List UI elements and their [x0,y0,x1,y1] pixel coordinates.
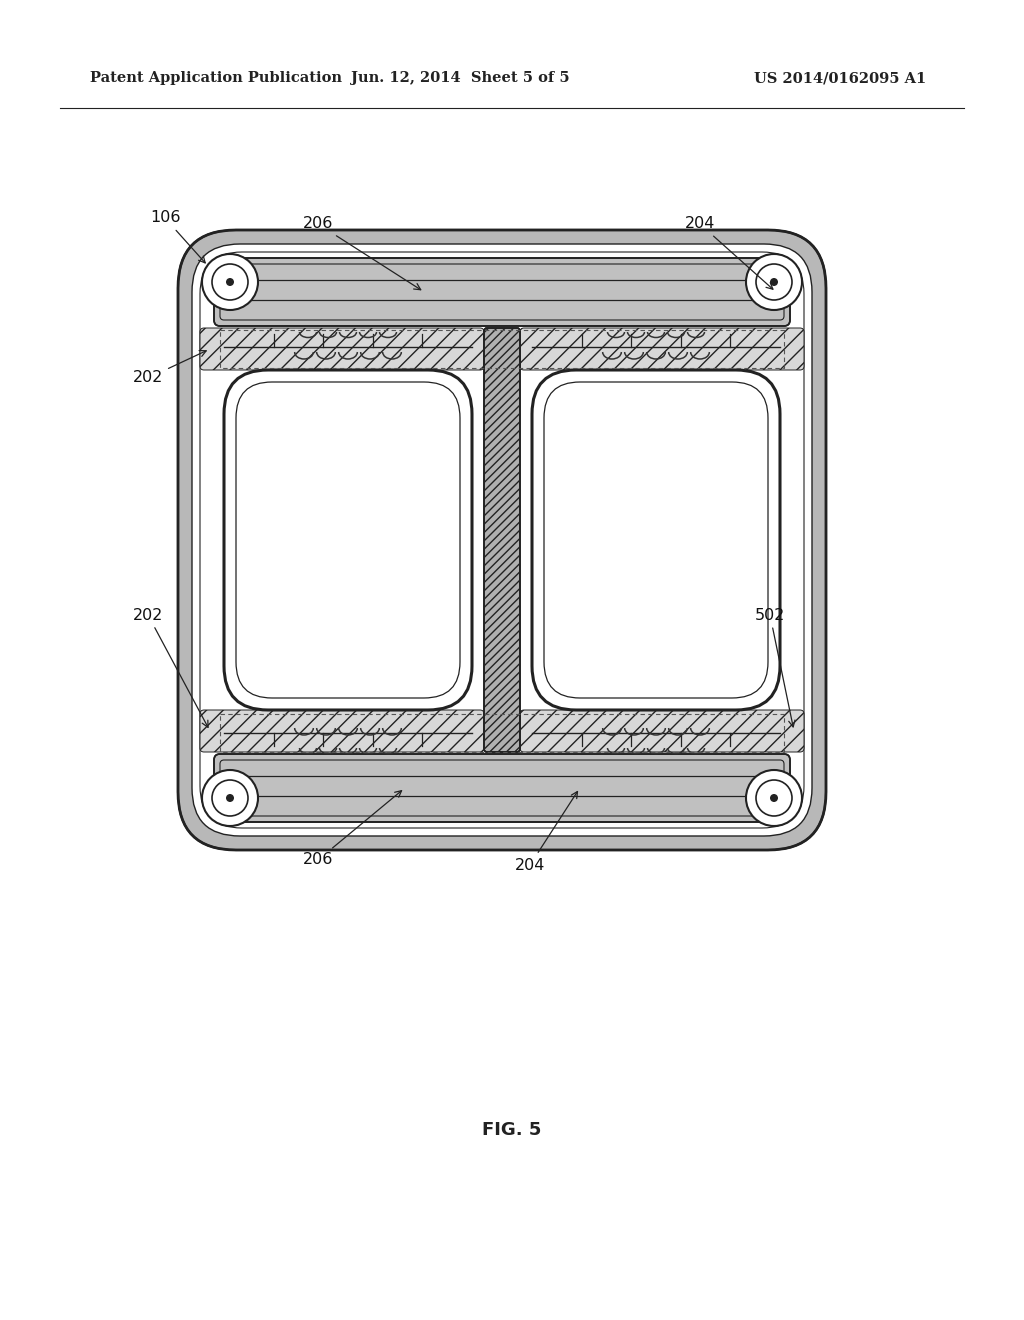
Circle shape [756,780,792,816]
FancyBboxPatch shape [214,257,790,326]
Circle shape [226,795,234,803]
Circle shape [746,770,802,826]
FancyBboxPatch shape [214,754,790,822]
Text: Patent Application Publication: Patent Application Publication [90,71,342,84]
FancyBboxPatch shape [484,327,520,752]
Text: 106: 106 [150,210,205,263]
Circle shape [202,770,258,826]
Text: 206: 206 [303,216,421,290]
Bar [220,330,784,368]
Text: Jun. 12, 2014  Sheet 5 of 5: Jun. 12, 2014 Sheet 5 of 5 [350,71,569,84]
Text: US 2014/0162095 A1: US 2014/0162095 A1 [754,71,926,84]
Text: 204: 204 [515,792,578,873]
FancyBboxPatch shape [224,370,472,710]
FancyBboxPatch shape [532,370,780,710]
Bar [220,714,784,752]
Text: 502: 502 [755,607,795,727]
Text: 202: 202 [133,351,206,385]
Circle shape [226,279,234,286]
Text: 204: 204 [685,216,773,289]
Circle shape [212,780,248,816]
Text: 202: 202 [133,607,208,727]
Circle shape [770,279,778,286]
Text: 206: 206 [303,791,401,867]
FancyBboxPatch shape [200,327,484,370]
FancyBboxPatch shape [200,710,484,752]
Circle shape [770,795,778,803]
FancyBboxPatch shape [520,327,804,370]
Circle shape [756,264,792,300]
Circle shape [212,264,248,300]
FancyBboxPatch shape [520,710,804,752]
FancyBboxPatch shape [178,230,826,850]
FancyBboxPatch shape [193,244,812,836]
Circle shape [746,253,802,310]
Circle shape [202,253,258,310]
Text: FIG. 5: FIG. 5 [482,1121,542,1139]
